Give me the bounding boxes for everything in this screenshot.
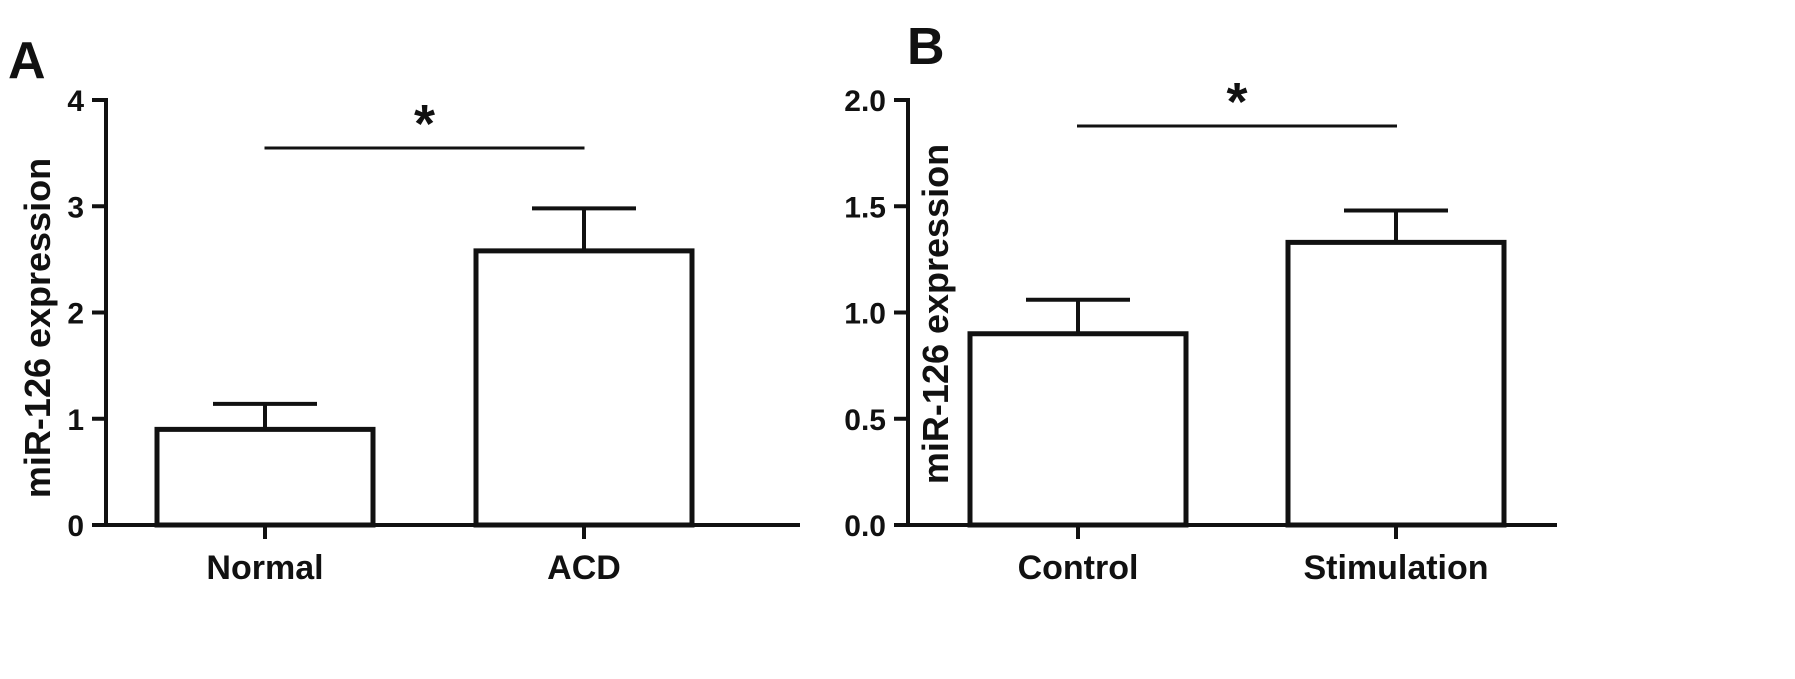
panel-a-y-tick-label: 3 (67, 191, 84, 224)
panel-b-x-tick-label: Stimulation (1303, 549, 1488, 587)
panel-a-y-tick-label: 1 (67, 404, 84, 437)
panel-a-y-tick-label: 0 (67, 510, 84, 543)
panel-b-bar-stimulation (1285, 239, 1507, 528)
panel-b-x-tick-label: Control (1018, 549, 1139, 587)
panel-a-bar-normal (154, 426, 376, 528)
panel-b-y-tick-label: 0.5 (844, 404, 886, 437)
panel-a-letter: A (8, 32, 46, 90)
panel-a-x-tick-label: Normal (206, 549, 323, 587)
panel-b-letter: B (907, 18, 945, 76)
panel-b-y-axis-label: miR-126 expression (915, 144, 956, 484)
panel-a-bar-acd (473, 248, 695, 528)
panel-b-bar-control (967, 331, 1189, 528)
panel-a-y-tick-label: 4 (67, 85, 84, 118)
panel-b-y-tick-label: 1.5 (844, 191, 886, 224)
panel-b-y-tick-label: 1.0 (844, 298, 886, 331)
panel-a-y-axis-label: miR-126 expression (17, 158, 58, 498)
panel-a-x-tick-label: ACD (547, 549, 621, 587)
panel-a: A miR-126 expression Normal ACD 0 1 2 3 4 * (8, 32, 800, 587)
panel-a-significance-star: * (414, 94, 435, 154)
panel-b-y-tick-label: 0.0 (844, 510, 886, 543)
panel-a-y-tick-label: 2 (67, 298, 84, 331)
panel-b-significance-star: * (1226, 72, 1247, 132)
panel-b: B miR-126 expression Control Stimulation 0… (844, 18, 1557, 587)
panel-b-y-tick-label: 2.0 (844, 85, 886, 118)
